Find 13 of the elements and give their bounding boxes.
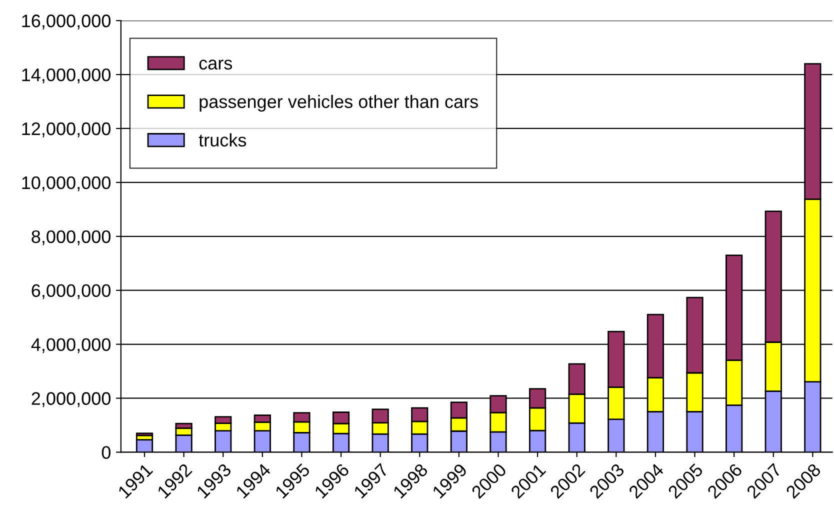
- y-tick-label: 14,000,000: [22, 68, 111, 84]
- y-tick-label: 10,000,000: [22, 176, 111, 192]
- y-tick-label: 8,000,000: [32, 230, 111, 246]
- legend-label: trucks: [198, 133, 246, 147]
- y-tick-label: 6,000,000: [32, 284, 111, 300]
- y-tick-label: 16,000,000: [22, 14, 111, 30]
- y-tick-label: 0: [102, 446, 110, 459]
- legend-label: cars: [199, 60, 232, 70]
- y-tick-label: 2,000,000: [32, 392, 111, 408]
- legend-label: passenger vehicles other than cars: [200, 94, 478, 112]
- y-tick-label: 12,000,000: [22, 122, 111, 138]
- y-tick-label: 4,000,000: [31, 338, 111, 354]
- bar: [136, 432, 154, 436]
